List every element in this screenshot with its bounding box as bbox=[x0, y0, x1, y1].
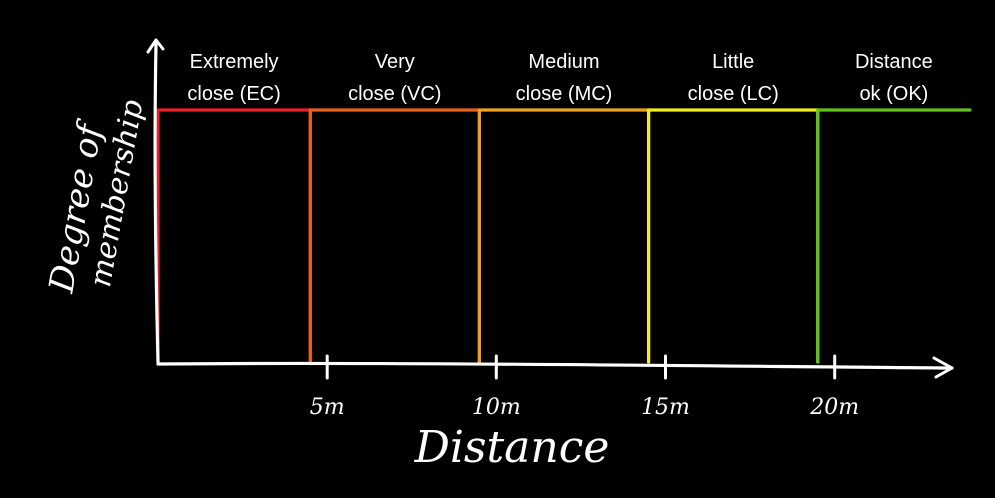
x-axis-title: Distance bbox=[414, 422, 610, 473]
x-tick-label-5: 5m bbox=[310, 395, 345, 420]
x-tick-label-20: 20m bbox=[809, 395, 859, 420]
set-label-extremely-close-line2: close (EC) bbox=[187, 83, 280, 105]
y-axis-arrowhead bbox=[146, 38, 165, 54]
set-line-distance-ok bbox=[816, 108, 972, 364]
x-tick-label-15: 15m bbox=[641, 395, 690, 420]
set-label-very-close-line1: Very bbox=[375, 51, 415, 73]
set-label-medium-close-line2: close (MC) bbox=[516, 83, 613, 105]
x-ticks: 5m 10m 15m 20m bbox=[310, 354, 859, 420]
set-label-little-close-line2: close (LC) bbox=[688, 83, 779, 105]
set-line-very-close bbox=[308, 108, 481, 364]
y-axis bbox=[153, 42, 160, 364]
y-axis-title: Degree of membership bbox=[41, 97, 150, 296]
set-line-little-close bbox=[646, 108, 820, 364]
set-label-medium-close-line1: Medium bbox=[528, 51, 599, 73]
membership-sets bbox=[156, 108, 972, 364]
x-axis bbox=[156, 361, 954, 370]
set-label-extremely-close-line1: Extremely bbox=[190, 51, 279, 73]
x-axis-arrowhead bbox=[932, 356, 954, 379]
set-label-very-close-line2: close (VC) bbox=[348, 83, 441, 105]
axes bbox=[146, 38, 954, 379]
set-label-distance-ok-line2: ok (OK) bbox=[859, 83, 928, 105]
set-labels: Extremely close (EC) Very close (VC) Medium c… bbox=[187, 51, 932, 105]
set-line-medium-close bbox=[477, 108, 651, 364]
set-line-extremely-close bbox=[156, 108, 312, 364]
set-label-little-close-line1: Little bbox=[712, 51, 754, 73]
set-label-distance-ok-line1: Distance bbox=[855, 51, 933, 73]
x-tick-label-10: 10m bbox=[472, 395, 521, 420]
